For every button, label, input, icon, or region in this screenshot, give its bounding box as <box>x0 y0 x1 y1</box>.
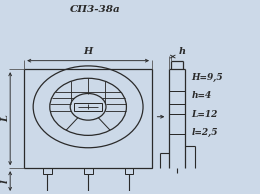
Bar <box>84 168 93 174</box>
Text: h=4: h=4 <box>192 91 212 100</box>
Text: H: H <box>83 48 93 56</box>
Text: H=9,5: H=9,5 <box>192 73 223 82</box>
Text: l=2,5: l=2,5 <box>192 128 218 138</box>
Text: L: L <box>1 115 10 122</box>
Text: h: h <box>178 47 185 56</box>
Bar <box>74 103 102 111</box>
Text: СП3-38а: СП3-38а <box>70 5 121 14</box>
Bar <box>125 168 133 174</box>
Bar <box>24 69 152 168</box>
Bar <box>43 168 52 174</box>
Text: L=12: L=12 <box>192 110 218 119</box>
Text: l: l <box>1 179 10 183</box>
